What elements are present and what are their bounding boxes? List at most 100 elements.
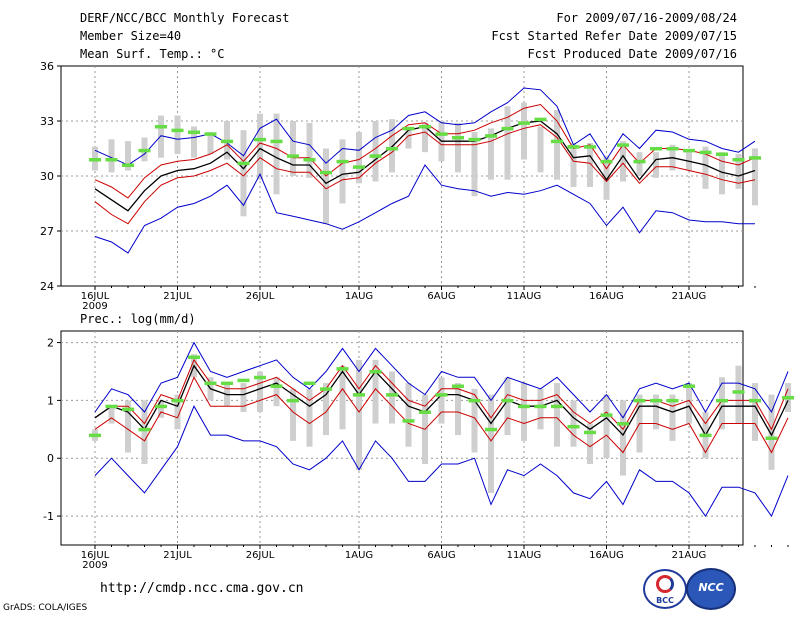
- temp-xtick-label: 26JUL: [246, 291, 275, 302]
- precip-spread-box: [669, 394, 676, 441]
- precip-frame: [60, 330, 744, 546]
- precip-ytick-label: 0: [47, 452, 54, 465]
- temp-obs-marker: [237, 161, 250, 166]
- temp-ytick-label: 30: [40, 170, 54, 183]
- precip-spread-box: [290, 388, 296, 441]
- temp-spread-box: [603, 155, 610, 200]
- temp-spread-box: [471, 132, 478, 197]
- precip-obs-marker: [155, 404, 167, 409]
- precip-obs-marker: [782, 396, 794, 400]
- temp-spread-box: [702, 146, 709, 189]
- header-member-size: Member Size=40: [80, 29, 182, 43]
- temp-spread-box: [125, 141, 131, 171]
- temp-obs-marker: [518, 121, 530, 125]
- temp-spread-box: [290, 121, 296, 176]
- temp-spread-box: [108, 139, 115, 173]
- temp-spread-box: [339, 139, 346, 204]
- temp-spread-box: [389, 119, 395, 173]
- temp-obs-marker: [402, 126, 415, 131]
- precip-obs-marker: [765, 436, 778, 440]
- temp-spread-box: [207, 132, 214, 154]
- temp-obs-marker: [485, 134, 497, 138]
- temp-spread-box: [356, 132, 362, 184]
- precip-spread-box: [108, 406, 115, 424]
- temp-obs-marker: [567, 145, 580, 149]
- temp-obs-marker: [221, 139, 233, 144]
- temp-spread-box: [620, 141, 626, 182]
- temp-obs-marker: [171, 128, 184, 133]
- header-forecast-period: For 2009/07/16-2009/08/24: [556, 11, 737, 25]
- temp-spread-box: [405, 128, 412, 149]
- precip-spread-box: [587, 423, 593, 465]
- ncc-logo: NCC: [686, 568, 736, 610]
- precip-obs-marker: [683, 384, 695, 388]
- precip-xtick-label: 1AUG: [345, 550, 373, 561]
- temp-obs-marker: [105, 158, 118, 162]
- precip-spread-box: [455, 383, 461, 436]
- precip-obs-marker: [402, 419, 415, 423]
- temp-obs-marker: [270, 139, 283, 144]
- precip-xtick-label: 21AUG: [672, 550, 707, 561]
- precip-spread-box: [620, 400, 626, 476]
- temp-spread-box: [488, 128, 494, 180]
- precip-obs-marker: [89, 433, 101, 438]
- precip-spread-box: [356, 359, 362, 470]
- precip-spread-box: [471, 388, 478, 453]
- precip-spread-box: [158, 400, 164, 418]
- temp-obs-marker: [749, 156, 761, 160]
- temp-obs-marker: [353, 165, 365, 169]
- temp-spread-box: [636, 152, 643, 176]
- temp-obs-marker: [600, 159, 613, 164]
- temp-obs-marker: [468, 137, 481, 142]
- precip-spread-box: [719, 377, 725, 430]
- precip-obs-marker: [336, 367, 349, 371]
- temp-spread-box: [273, 113, 280, 195]
- precip-spread-box: [686, 383, 692, 424]
- precip-obs-marker: [567, 424, 580, 429]
- precip-spread-box: [768, 394, 775, 470]
- precip-spread-box: [554, 383, 560, 447]
- temp-obs-marker: [303, 158, 316, 162]
- precip-obs-marker: [650, 398, 662, 403]
- temp-obs-marker: [683, 148, 695, 153]
- precip-spread-box: [504, 377, 511, 436]
- precip-spread-box: [488, 394, 494, 493]
- temp-spread-box: [752, 148, 758, 206]
- precip-spread-box: [240, 383, 247, 412]
- precip-obs-marker: [617, 422, 629, 426]
- precip-obs-marker: [221, 381, 233, 386]
- temp-obs-marker: [551, 139, 563, 144]
- precip-obs-marker: [303, 381, 316, 386]
- temp-spread-box: [735, 154, 742, 189]
- temp-obs-marker: [716, 152, 728, 156]
- precip-spread-box: [125, 400, 131, 453]
- temp-ytick-label: 27: [40, 225, 54, 238]
- precip-obs-marker: [666, 398, 679, 403]
- header-right: For 2009/07/16-2009/08/24 Fcst Started R…: [491, 9, 737, 63]
- precip-min-line: [94, 405, 789, 518]
- temp-spread-box: [240, 130, 247, 217]
- temp-obs-marker: [732, 158, 745, 162]
- precip-xtick-label: 26JUL: [246, 550, 275, 561]
- temp-spread-box: [174, 115, 181, 154]
- precip-obs-marker: [138, 427, 151, 432]
- ncc-logo-text: NCC: [698, 581, 724, 594]
- temp-xtick-label: 21AUG: [672, 291, 707, 302]
- header-start-date: Fcst Started Refer Date 2009/07/15: [491, 29, 737, 43]
- temp-obs-marker: [501, 126, 514, 131]
- temp-spread-box: [323, 148, 329, 224]
- header-variable: Mean Surf. Temp.: °C: [80, 47, 225, 61]
- precip-spread-box: [273, 377, 280, 407]
- precip-spread-box: [141, 400, 148, 465]
- precip-spread-box: [570, 400, 577, 447]
- precip-obs-marker: [171, 398, 184, 403]
- precip-obs-marker: [732, 390, 745, 394]
- precip-obs-marker: [435, 393, 448, 397]
- temp-upper-line: [94, 103, 756, 199]
- temp-obs-marker: [254, 137, 266, 142]
- footer-url[interactable]: http://cmdp.ncc.cma.gov.cn: [100, 581, 304, 596]
- precip-obs-marker: [699, 433, 712, 438]
